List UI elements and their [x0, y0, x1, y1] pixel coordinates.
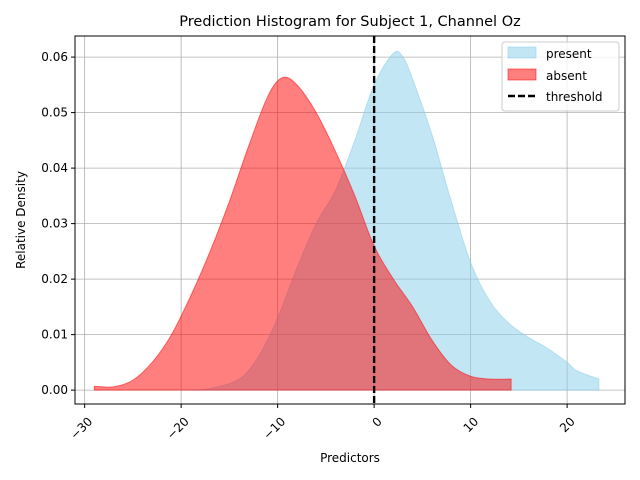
legend-swatch-absent	[507, 68, 537, 81]
y-tick-label: 0.00	[41, 383, 68, 397]
y-tick-label: 0.02	[41, 272, 68, 286]
x-tick-label: −10	[260, 414, 288, 442]
x-axis: −30 −20 −10 0 10 20	[67, 404, 578, 442]
x-tick-label: −20	[164, 414, 192, 442]
legend-label-threshold: threshold	[546, 90, 603, 104]
x-axis-title: Predictors	[320, 451, 380, 465]
series-areas	[93, 50, 600, 391]
y-tick-label: 0.01	[41, 328, 68, 342]
legend-swatch-present	[507, 46, 537, 59]
legend: present absent threshold	[501, 41, 620, 112]
y-tick-label: 0.03	[41, 217, 68, 231]
x-tick-label: 20	[557, 414, 578, 435]
area-absent	[93, 76, 512, 391]
y-tick-label: 0.04	[41, 161, 68, 175]
legend-label-present: present	[546, 47, 592, 61]
chart-title: Prediction Histogram for Subject 1, Chan…	[179, 14, 520, 30]
y-axis: 0.00 0.01 0.02 0.03 0.04 0.05 0.06	[41, 50, 75, 397]
x-tick-label: 10	[461, 414, 482, 435]
y-tick-label: 0.05	[41, 106, 68, 120]
legend-box	[501, 41, 620, 112]
y-tick-label: 0.06	[41, 50, 68, 64]
legend-label-absent: absent	[546, 69, 587, 83]
x-tick-label: 0	[369, 414, 384, 429]
y-axis-title: Relative Density	[14, 171, 28, 269]
x-tick-label: −30	[67, 414, 95, 442]
plot-frame	[74, 35, 626, 405]
